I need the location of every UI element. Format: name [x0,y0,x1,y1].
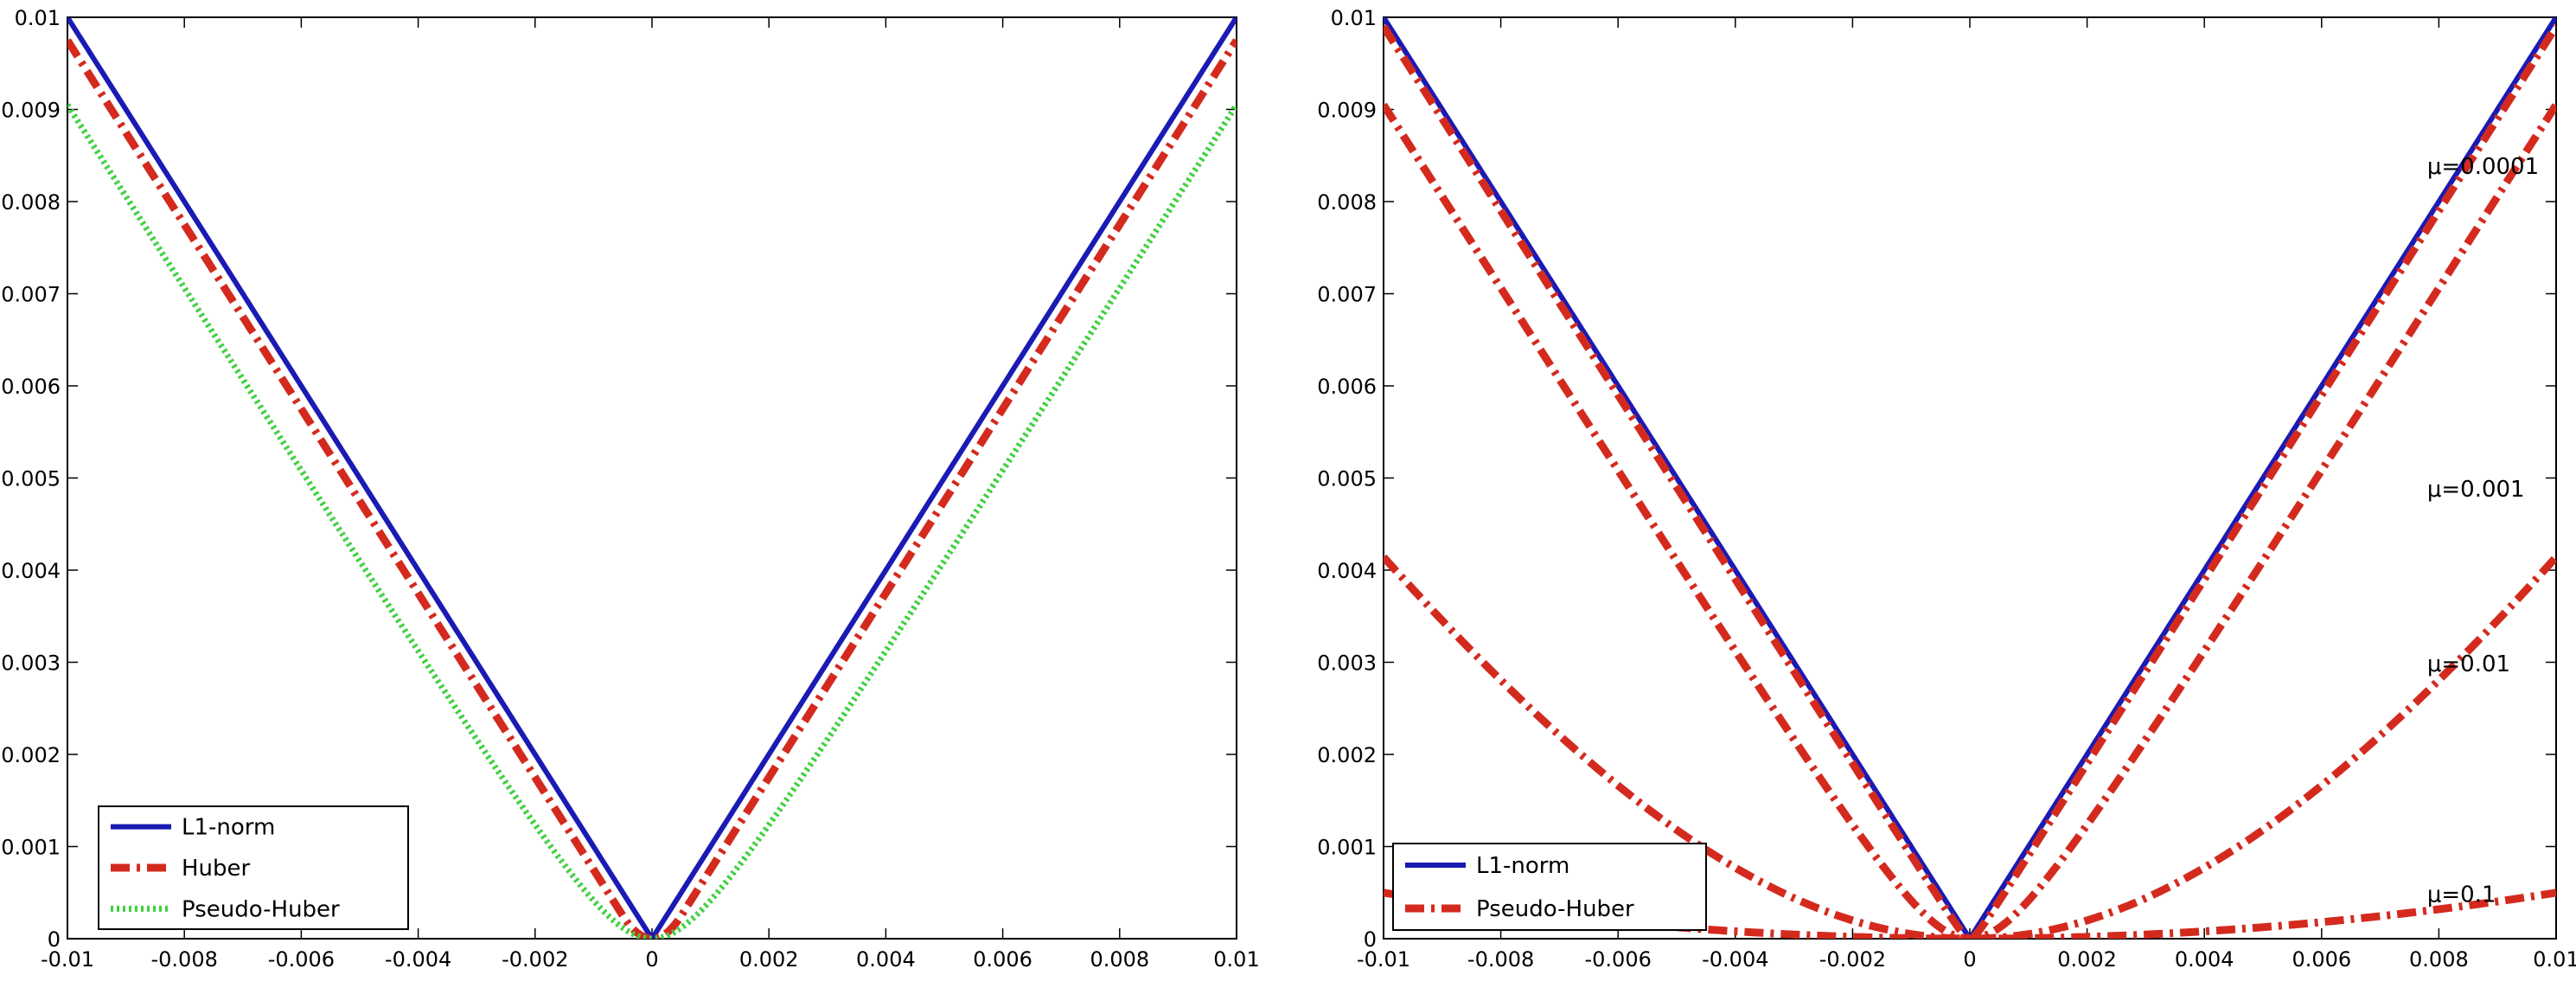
y-tick-label: 0.008 [1,190,61,215]
y-tick-label: 0.01 [15,6,61,30]
y-tick-label: 0.005 [1317,467,1377,491]
x-tick-label: -0.002 [502,947,568,972]
legend: L1-norm Huber Pseudo-Huber [98,805,409,930]
series-group [67,17,1237,939]
legend-label: Pseudo-Huber [182,896,340,922]
y-tick-label: 0.008 [1317,190,1377,215]
legend-label: L1-norm [1476,853,1569,879]
y-tick-label: 0.002 [1317,743,1377,767]
x-tick-label: 0.002 [739,947,799,972]
series-line-huber [67,38,1237,939]
y-tick-label: 0.002 [1,743,61,767]
legend-box [1392,843,1707,931]
y-tick-label: 0.009 [1,99,61,123]
y-tick-label: 0.004 [1317,559,1377,583]
y-tick-label: 0.001 [1317,836,1377,860]
x-tick-label: -0.004 [1702,947,1768,972]
y-tick-label: 0.001 [1,836,61,860]
legend-label: Pseudo-Huber [1476,896,1634,922]
x-tick-label: -0.01 [1357,947,1410,972]
x-tick-label: -0.004 [385,947,451,972]
series-line-pseudo-huber-0-0001 [1384,24,2556,939]
y-tick-label: 0.004 [1,559,61,583]
annotation-label: μ=0.01 [2427,651,2510,677]
x-tick-label: -0.002 [1819,947,1886,972]
x-tick-label: 0 [645,947,658,972]
x-tick-label: -0.008 [151,947,218,972]
x-tick-label: 0.01 [2533,947,2576,972]
y-tick-label: 0.01 [1331,6,1377,30]
y-tick-label: 0 [1364,927,1377,952]
y-tick-label: 0.009 [1317,99,1377,123]
y-tick-label: 0 [48,927,61,952]
series-line-l1-norm [1384,17,2556,939]
x-tick-label: 0.002 [2057,947,2117,972]
x-tick-label: -0.006 [1585,947,1652,972]
annotation-label: μ=0.0001 [2427,154,2539,180]
y-tick-label: 0.003 [1317,651,1377,676]
x-tick-label: 0.004 [2175,947,2234,972]
legend-label: Huber [182,856,251,882]
x-tick-label: 0.01 [1213,947,1259,972]
y-tick-label: 0.003 [1,651,61,676]
x-tick-label: 0.006 [2292,947,2351,972]
chart-panel-2: -0.01 -0.008 -0.006 -0.004 -0.002 0 0.002 0.004… [1317,6,2576,972]
plot-area [67,16,1237,940]
x-tick-label: -0.01 [41,947,94,972]
chart-panel-1: -0.01 -0.008 -0.006 -0.004 -0.002 0 0.002 0.004… [1,6,1259,972]
x-tick-label: -0.008 [1467,947,1534,972]
x-tick-label: 0.004 [856,947,916,972]
x-tick-label: 0.006 [973,947,1032,972]
x-tick-label: 0.008 [1090,947,1149,972]
series-line-l1-norm [67,17,1237,939]
x-tick-label: -0.006 [268,947,335,972]
y-tick-label: 0.006 [1,375,61,399]
series-line-pseudo-huber [67,103,1237,939]
y-tick-label: 0.007 [1,283,61,307]
y-tick-label: 0.005 [1,467,61,491]
legend: L1-norm Pseudo-Huber [1392,843,1707,931]
annotation-label: μ=0.1 [2427,882,2496,908]
legend-label: L1-norm [182,815,275,841]
plot-area [1383,16,2557,940]
x-tick-label: 0.008 [2409,947,2469,972]
y-tick-label: 0.006 [1317,375,1377,399]
x-tick-label: 0 [1963,947,1976,972]
annotation-label: μ=0.001 [2427,477,2525,503]
y-tick-label: 0.007 [1317,283,1377,307]
